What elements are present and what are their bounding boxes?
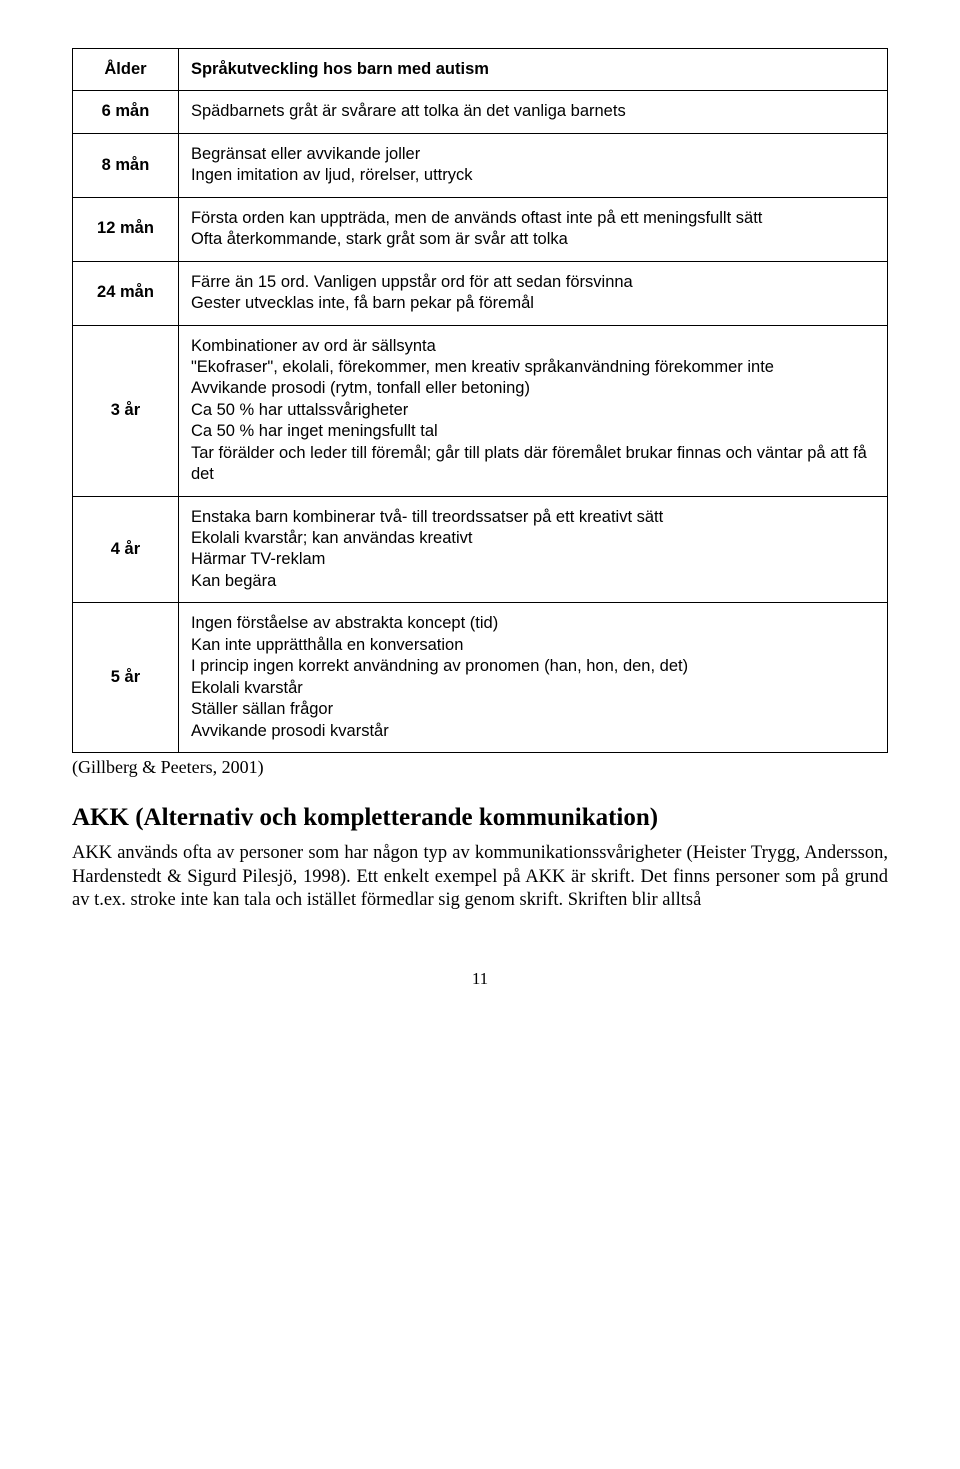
- desc-line: Ekolali kvarstår: [191, 678, 875, 699]
- desc-line: Ofta återkommande, stark gråt som är svå…: [191, 229, 875, 250]
- desc-line: Avvikande prosodi (rytm, tonfall eller b…: [191, 378, 875, 399]
- desc-cell: Enstaka barn kombinerar två- till treord…: [178, 496, 887, 603]
- language-development-table: Ålder Språkutveckling hos barn med autis…: [72, 48, 888, 753]
- age-cell: 12 mån: [73, 197, 179, 261]
- desc-line: Färre än 15 ord. Vanligen uppstår ord fö…: [191, 272, 875, 293]
- desc-cell: Färre än 15 ord. Vanligen uppstår ord fö…: [178, 261, 887, 325]
- table-row: 12 mån Första orden kan uppträda, men de…: [73, 197, 888, 261]
- desc-line: Begränsat eller avvikande joller: [191, 144, 875, 165]
- table-header-row: Ålder Språkutveckling hos barn med autis…: [73, 49, 888, 91]
- desc-cell: Spädbarnets gråt är svårare att tolka än…: [178, 91, 887, 133]
- desc-line: Ingen imitation av ljud, rörelser, uttry…: [191, 165, 875, 186]
- header-age: Ålder: [73, 49, 179, 91]
- desc-line: Ca 50 % har uttalssvårigheter: [191, 400, 875, 421]
- desc-line: Ingen förståelse av abstrakta koncept (t…: [191, 613, 875, 634]
- desc-line: Kan inte upprätthålla en konversation: [191, 635, 875, 656]
- page-number: 11: [72, 969, 888, 989]
- desc-line: Ställer sällan frågor: [191, 699, 875, 720]
- age-cell: 8 mån: [73, 133, 179, 197]
- desc-line: Spädbarnets gråt är svårare att tolka än…: [191, 101, 875, 122]
- desc-line: Gester utvecklas inte, få barn pekar på …: [191, 293, 875, 314]
- desc-line: Avvikande prosodi kvarstår: [191, 721, 875, 742]
- header-desc: Språkutveckling hos barn med autism: [178, 49, 887, 91]
- table-row: 24 mån Färre än 15 ord. Vanligen uppstår…: [73, 261, 888, 325]
- table-row: 5 år Ingen förståelse av abstrakta konce…: [73, 603, 888, 753]
- table-citation: (Gillberg & Peeters, 2001): [72, 757, 888, 778]
- desc-line: Ca 50 % har inget meningsfullt tal: [191, 421, 875, 442]
- desc-line: Ekolali kvarstår; kan användas kreativt: [191, 528, 875, 549]
- table-row: 6 mån Spädbarnets gråt är svårare att to…: [73, 91, 888, 133]
- section-title: AKK (Alternativ och kompletterande kommu…: [72, 804, 888, 832]
- desc-line: Kombinationer av ord är sällsynta: [191, 336, 875, 357]
- desc-line: Första orden kan uppträda, men de använd…: [191, 208, 875, 229]
- table-row: 3 år Kombinationer av ord är sällsynta "…: [73, 325, 888, 496]
- desc-line: Härmar TV-reklam: [191, 549, 875, 570]
- desc-line: Enstaka barn kombinerar två- till treord…: [191, 507, 875, 528]
- desc-cell: Ingen förståelse av abstrakta koncept (t…: [178, 603, 887, 753]
- age-cell: 3 år: [73, 325, 179, 496]
- age-cell: 6 mån: [73, 91, 179, 133]
- desc-cell: Begränsat eller avvikande joller Ingen i…: [178, 133, 887, 197]
- desc-line: Kan begära: [191, 571, 875, 592]
- desc-line: Tar förälder och leder till föremål; går…: [191, 443, 875, 486]
- age-cell: 24 mån: [73, 261, 179, 325]
- desc-line: "Ekofraser", ekolali, förekommer, men kr…: [191, 357, 875, 378]
- body-paragraph: AKK används ofta av personer som har någ…: [72, 842, 888, 913]
- desc-cell: Första orden kan uppträda, men de använd…: [178, 197, 887, 261]
- table-row: 4 år Enstaka barn kombinerar två- till t…: [73, 496, 888, 603]
- desc-line: I princip ingen korrekt användning av pr…: [191, 656, 875, 677]
- age-cell: 5 år: [73, 603, 179, 753]
- table-row: 8 mån Begränsat eller avvikande joller I…: [73, 133, 888, 197]
- age-cell: 4 år: [73, 496, 179, 603]
- desc-cell: Kombinationer av ord är sällsynta "Ekofr…: [178, 325, 887, 496]
